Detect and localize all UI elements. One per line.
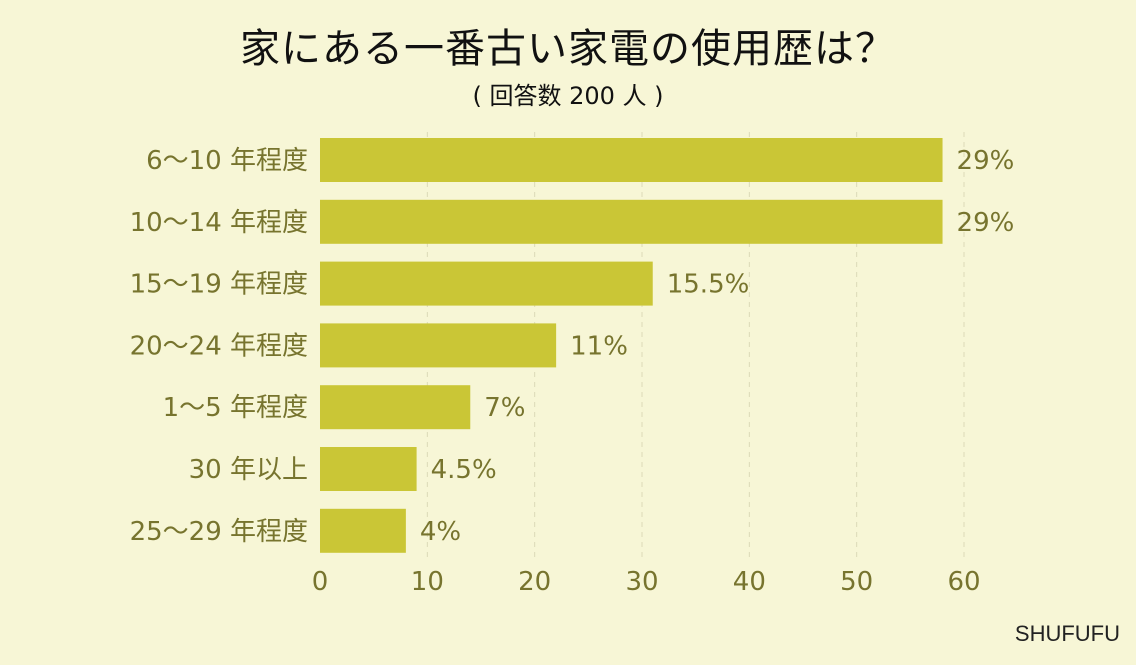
category-label: 10〜14 年程度 [130, 208, 308, 238]
bars [320, 138, 943, 553]
bar [320, 508, 406, 553]
category-label: 6〜10 年程度 [146, 146, 308, 176]
category-label: 1〜5 年程度 [163, 393, 308, 423]
x-tick-label: 10 [411, 567, 444, 597]
x-tick-label: 50 [840, 567, 873, 597]
x-tick-label: 60 [947, 567, 980, 597]
bar [320, 385, 471, 430]
x-tick-label: 0 [312, 567, 329, 597]
x-tick-label: 40 [733, 567, 766, 597]
value-labels: 29% 29% 15.5% 11% 7% 4.5% 4% [420, 146, 1014, 547]
category-label: 30 年以上 [189, 455, 308, 485]
value-label: 29% [957, 208, 1015, 238]
value-label: 7% [484, 393, 525, 423]
bar [320, 447, 417, 491]
bar [320, 138, 943, 182]
value-label: 11% [570, 331, 628, 361]
bar [320, 199, 943, 244]
value-label: 4.5% [431, 455, 497, 485]
category-label: 20〜24 年程度 [130, 331, 308, 361]
x-axis-ticks: 0 10 20 30 40 50 60 [312, 567, 981, 597]
x-tick-label: 30 [625, 567, 658, 597]
x-tick-label: 20 [518, 567, 551, 597]
chart-title: 家にある一番古い家電の使用歴は？ [240, 26, 896, 72]
category-label: 25〜29 年程度 [130, 517, 308, 547]
category-label: 15〜19 年程度 [130, 270, 308, 300]
bar [320, 261, 653, 306]
value-label: 15.5% [667, 270, 750, 300]
chart-subtitle: ( 回答数 200 人 ) [472, 82, 664, 110]
value-label: 4% [420, 517, 461, 547]
bar [320, 323, 557, 368]
credit-text: SHUFUFU [1014, 621, 1120, 646]
value-label: 29% [957, 146, 1015, 176]
category-labels: 6〜10 年程度 10〜14 年程度 15〜19 年程度 20〜24 年程度 1〜5 年… [130, 146, 308, 547]
